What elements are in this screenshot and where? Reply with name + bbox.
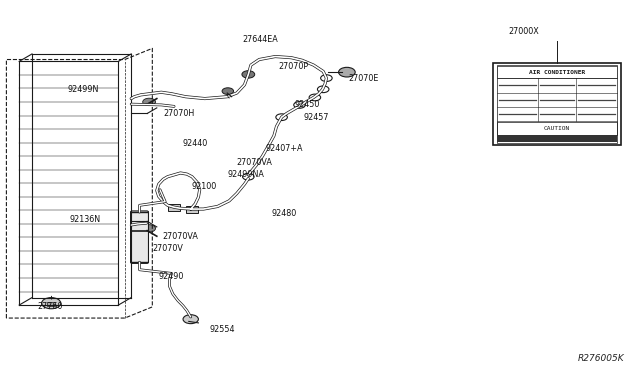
FancyBboxPatch shape (131, 211, 148, 263)
Circle shape (294, 102, 305, 108)
Text: 27070E: 27070E (349, 74, 379, 83)
Text: 92457: 92457 (304, 113, 330, 122)
Circle shape (42, 298, 61, 309)
Text: 92440: 92440 (182, 139, 207, 148)
Circle shape (222, 88, 234, 94)
Bar (47, 302, 55, 306)
Text: 92499N: 92499N (67, 85, 99, 94)
Text: 92490: 92490 (159, 272, 184, 280)
Text: 92136N: 92136N (69, 215, 100, 224)
Text: 92554: 92554 (210, 325, 236, 334)
Text: 27070VA: 27070VA (237, 158, 273, 167)
Text: 27644EA: 27644EA (242, 35, 278, 44)
Text: 27070V: 27070V (152, 244, 183, 253)
Text: 27070H: 27070H (163, 109, 195, 118)
Bar (493, 63, 621, 145)
Circle shape (183, 315, 198, 324)
Circle shape (143, 225, 156, 232)
Circle shape (309, 94, 321, 101)
Text: 92499NA: 92499NA (227, 170, 264, 179)
Text: 27070P: 27070P (278, 62, 308, 71)
Text: 27000X: 27000X (509, 27, 540, 36)
Circle shape (243, 173, 254, 180)
Text: 92450: 92450 (294, 100, 320, 109)
Bar (168, 204, 180, 211)
Text: 92100: 92100 (192, 182, 217, 191)
Circle shape (276, 114, 287, 121)
Bar (497, 135, 617, 142)
Circle shape (339, 67, 355, 77)
Bar (497, 65, 617, 143)
Circle shape (321, 75, 332, 81)
Text: CAUTION: CAUTION (543, 126, 570, 131)
Circle shape (317, 86, 329, 93)
Text: AIR CONDITIONER: AIR CONDITIONER (529, 70, 585, 75)
Text: 92407+A: 92407+A (266, 144, 303, 153)
Bar (497, 66, 617, 78)
Circle shape (242, 71, 255, 78)
Bar (186, 206, 198, 213)
Text: R276005K: R276005K (577, 354, 624, 363)
Text: 92480: 92480 (272, 209, 297, 218)
Text: 27760: 27760 (37, 302, 63, 311)
Circle shape (143, 98, 156, 106)
Text: 27070VA: 27070VA (162, 232, 198, 241)
Bar (497, 122, 617, 135)
